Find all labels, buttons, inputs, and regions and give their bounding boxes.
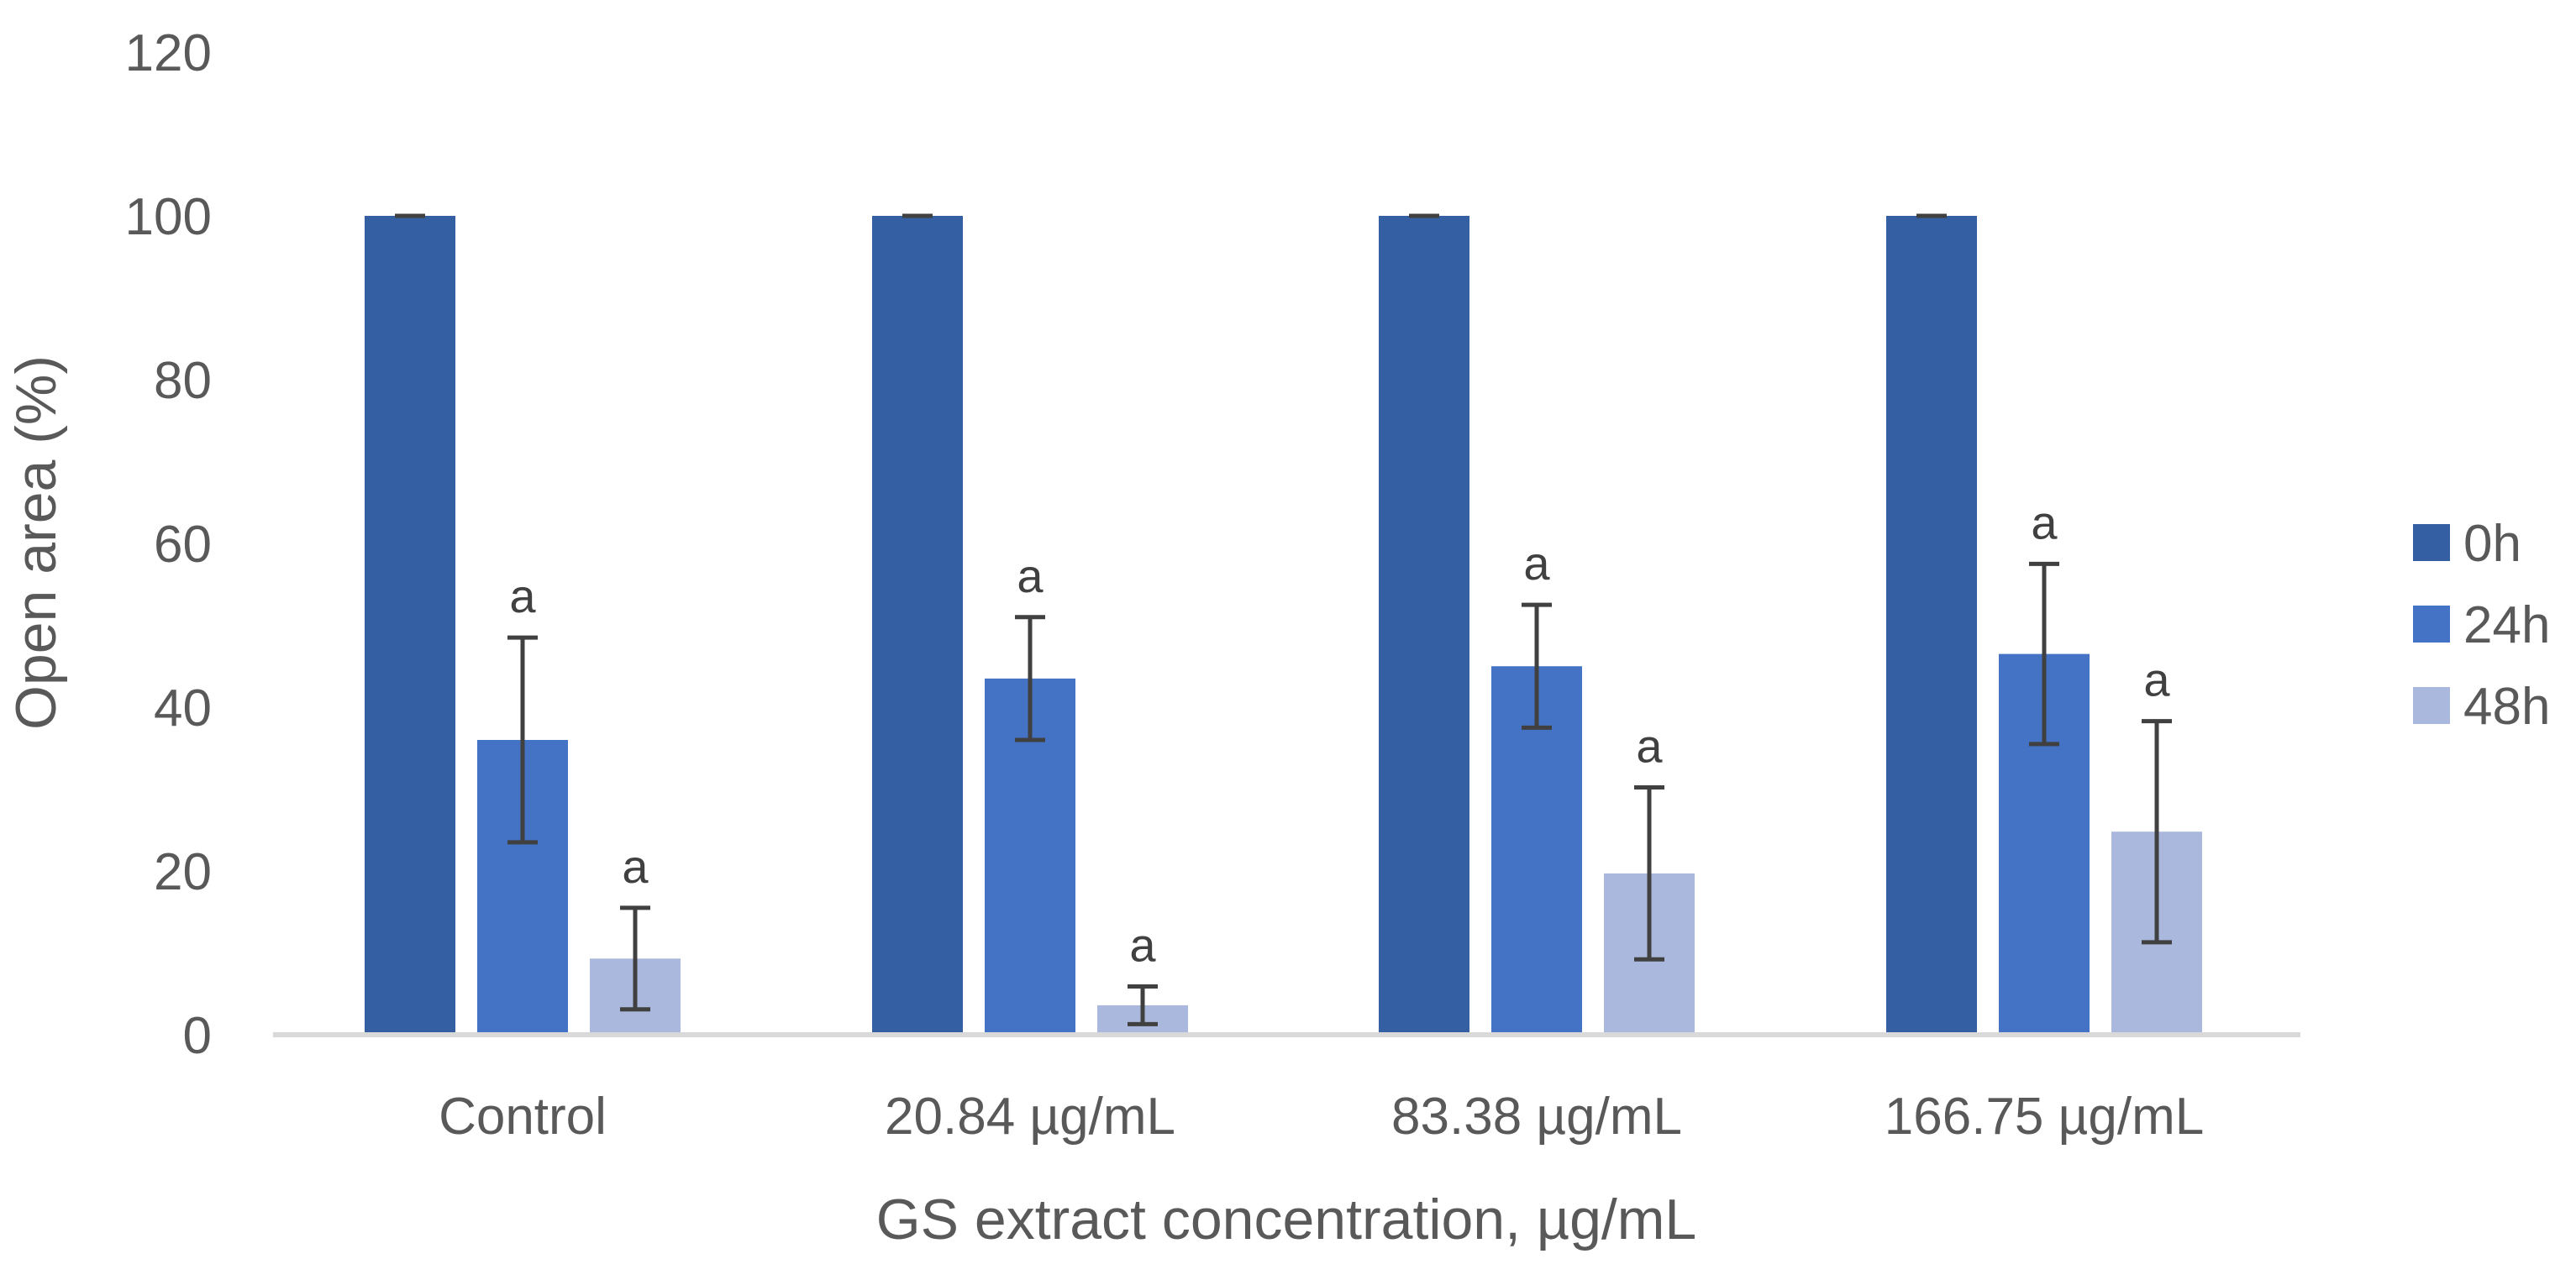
y-tick-label: 60 <box>154 516 212 574</box>
significance-label: a <box>622 840 649 893</box>
significance-label: a <box>1523 537 1550 590</box>
y-tick-label: 80 <box>154 352 212 410</box>
significance-labels-group: a a a a a a a a <box>509 496 2170 971</box>
bar-0h-0 <box>365 216 455 1035</box>
bar-0h-3 <box>1886 216 1977 1035</box>
legend-label-0h: 0h <box>2463 515 2521 573</box>
significance-label: a <box>509 569 536 622</box>
significance-label: a <box>1636 720 1663 773</box>
legend-swatch-24h <box>2413 606 2450 643</box>
bar-0h-1 <box>872 216 963 1035</box>
legend-label-24h: 24h <box>2463 596 2550 654</box>
significance-label: a <box>1017 549 1044 602</box>
x-category-label: 20.84 µg/mL <box>885 1088 1175 1146</box>
x-category-label: Control <box>439 1088 607 1146</box>
error-bars-group <box>395 213 2172 1026</box>
x-axis-category-labels: Control 20.84 µg/mL 83.38 µg/mL 166.75 µg/m… <box>439 1088 2204 1146</box>
x-axis-title: GS extract concentration, µg/mL <box>876 1188 1697 1251</box>
significance-label: a <box>2031 496 2058 548</box>
legend-swatch-0h <box>2413 524 2450 561</box>
legend-swatch-48h <box>2413 687 2450 724</box>
y-axis-ticks: 0 20 40 60 80 100 120 <box>125 24 212 1065</box>
bar-0h-2 <box>1379 216 1469 1035</box>
y-tick-label: 100 <box>125 188 212 246</box>
legend: 0h 24h 48h <box>2413 515 2550 736</box>
y-tick-label: 0 <box>183 1007 212 1065</box>
significance-label: a <box>1129 918 1156 971</box>
y-tick-label: 40 <box>154 679 212 737</box>
y-tick-label: 20 <box>154 843 212 901</box>
x-category-label: 83.38 µg/mL <box>1391 1088 1682 1146</box>
bars-group <box>365 216 2202 1035</box>
y-tick-label: 120 <box>125 24 212 82</box>
y-axis-title: Open area (%) <box>4 355 68 730</box>
significance-label: a <box>2143 653 2170 706</box>
legend-label-48h: 48h <box>2463 678 2550 736</box>
x-category-label: 166.75 µg/mL <box>1885 1088 2204 1146</box>
